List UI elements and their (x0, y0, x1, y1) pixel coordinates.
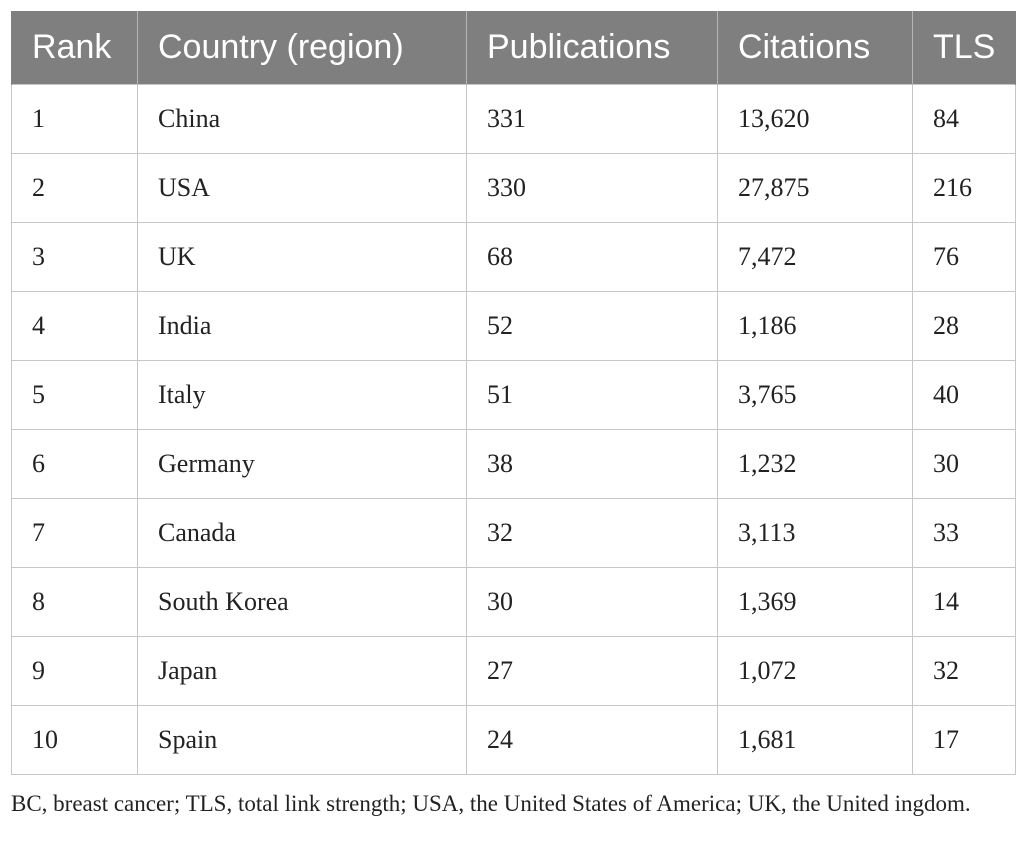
table-row: 6 Germany 38 1,232 30 (11, 429, 1016, 499)
cell-country: Germany (137, 429, 467, 499)
cell-publications: 331 (466, 84, 718, 154)
cell-tls: 32 (912, 636, 1016, 706)
cell-publications: 30 (466, 567, 718, 637)
cell-citations: 27,875 (717, 153, 913, 223)
cell-rank: 9 (11, 636, 138, 706)
table-row: 3 UK 68 7,472 76 (11, 222, 1016, 292)
cell-publications: 32 (466, 498, 718, 568)
cell-country: UK (137, 222, 467, 292)
cell-country: Japan (137, 636, 467, 706)
cell-citations: 1,186 (717, 291, 913, 361)
cell-country: Spain (137, 705, 467, 775)
table-row: 9 Japan 27 1,072 32 (11, 636, 1016, 706)
cell-publications: 38 (466, 429, 718, 499)
cell-rank: 6 (11, 429, 138, 499)
cell-rank: 3 (11, 222, 138, 292)
cell-tls: 14 (912, 567, 1016, 637)
cell-rank: 7 (11, 498, 138, 568)
header-row: Rank Country (region) Publications Citat… (11, 11, 1016, 85)
cell-country: India (137, 291, 467, 361)
header-rank: Rank (11, 11, 138, 85)
cell-tls: 216 (912, 153, 1016, 223)
cell-rank: 10 (11, 705, 138, 775)
cell-rank: 5 (11, 360, 138, 430)
table-row: 8 South Korea 30 1,369 14 (11, 567, 1016, 637)
cell-country: China (137, 84, 467, 154)
cell-publications: 51 (466, 360, 718, 430)
cell-tls: 28 (912, 291, 1016, 361)
cell-citations: 1,072 (717, 636, 913, 706)
header-citations: Citations (717, 11, 913, 85)
cell-tls: 84 (912, 84, 1016, 154)
table-row: 5 Italy 51 3,765 40 (11, 360, 1016, 430)
country-table: Rank Country (region) Publications Citat… (11, 11, 1016, 775)
cell-tls: 33 (912, 498, 1016, 568)
cell-citations: 1,232 (717, 429, 913, 499)
cell-publications: 27 (466, 636, 718, 706)
cell-citations: 1,681 (717, 705, 913, 775)
table-row: 4 India 52 1,186 28 (11, 291, 1016, 361)
table-row: 10 Spain 24 1,681 17 (11, 705, 1016, 775)
header-publications: Publications (466, 11, 718, 85)
country-table-container: Rank Country (region) Publications Citat… (11, 11, 1016, 775)
cell-citations: 3,113 (717, 498, 913, 568)
cell-publications: 68 (466, 222, 718, 292)
cell-citations: 13,620 (717, 84, 913, 154)
table-footnote: BC, breast cancer; TLS, total link stren… (11, 791, 971, 816)
cell-country: USA (137, 153, 467, 223)
cell-rank: 1 (11, 84, 138, 154)
cell-rank: 2 (11, 153, 138, 223)
cell-tls: 17 (912, 705, 1016, 775)
cell-country: Canada (137, 498, 467, 568)
table-row: 1 China 331 13,620 84 (11, 84, 1016, 154)
cell-citations: 3,765 (717, 360, 913, 430)
table-row: 7 Canada 32 3,113 33 (11, 498, 1016, 568)
table-row: 2 USA 330 27,875 216 (11, 153, 1016, 223)
cell-tls: 76 (912, 222, 1016, 292)
cell-rank: 8 (11, 567, 138, 637)
cell-country: South Korea (137, 567, 467, 637)
cell-country: Italy (137, 360, 467, 430)
cell-publications: 52 (466, 291, 718, 361)
header-country: Country (region) (137, 11, 467, 85)
table-header: Rank Country (region) Publications Citat… (11, 11, 1016, 85)
cell-publications: 24 (466, 705, 718, 775)
cell-tls: 40 (912, 360, 1016, 430)
table-body: 1 China 331 13,620 84 2 USA 330 27,875 216 3 UK 68 7,… (11, 84, 1016, 775)
cell-citations: 1,369 (717, 567, 913, 637)
cell-citations: 7,472 (717, 222, 913, 292)
cell-tls: 30 (912, 429, 1016, 499)
header-tls: TLS (912, 11, 1016, 85)
cell-publications: 330 (466, 153, 718, 223)
cell-rank: 4 (11, 291, 138, 361)
